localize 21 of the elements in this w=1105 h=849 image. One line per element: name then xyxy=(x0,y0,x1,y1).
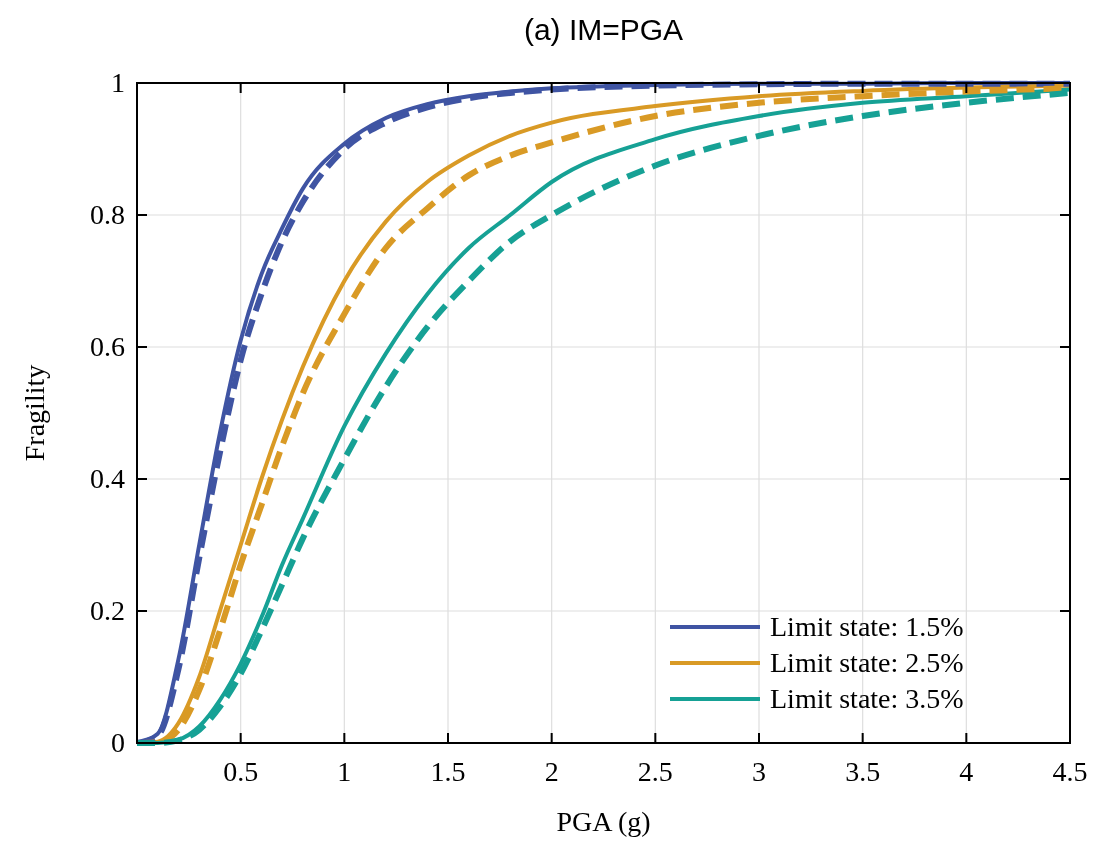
y-tick-label: 0.6 xyxy=(90,331,125,362)
legend-label: Limit state: 3.5% xyxy=(770,683,964,714)
x-tick-label: 1.5 xyxy=(430,756,466,787)
x-axis-title: PGA (g) xyxy=(556,806,651,837)
x-tick-label: 4 xyxy=(959,756,974,787)
x-tick-label: 4.5 xyxy=(1052,756,1088,787)
x-tick-label: 2 xyxy=(544,756,559,787)
legend-label: Limit state: 1.5% xyxy=(770,611,964,642)
legend-label: Limit state: 2.5% xyxy=(770,647,964,678)
x-tick-label: 1 xyxy=(337,756,352,787)
x-tick-label: 2.5 xyxy=(637,756,673,787)
y-tick-label: 0.4 xyxy=(90,463,125,494)
x-tick-label: 0.5 xyxy=(223,756,259,787)
y-tick-label: 1 xyxy=(111,67,125,98)
y-axis-title: Fragility xyxy=(19,364,50,462)
x-tick-label: 3 xyxy=(752,756,766,787)
x-tick-label: 3.5 xyxy=(845,756,881,787)
chart-title: (a) IM=PGA xyxy=(523,13,684,46)
y-tick-label: 0.8 xyxy=(90,199,125,230)
y-tick-label: 0 xyxy=(111,727,125,758)
y-tick-label: 0.2 xyxy=(90,595,125,626)
